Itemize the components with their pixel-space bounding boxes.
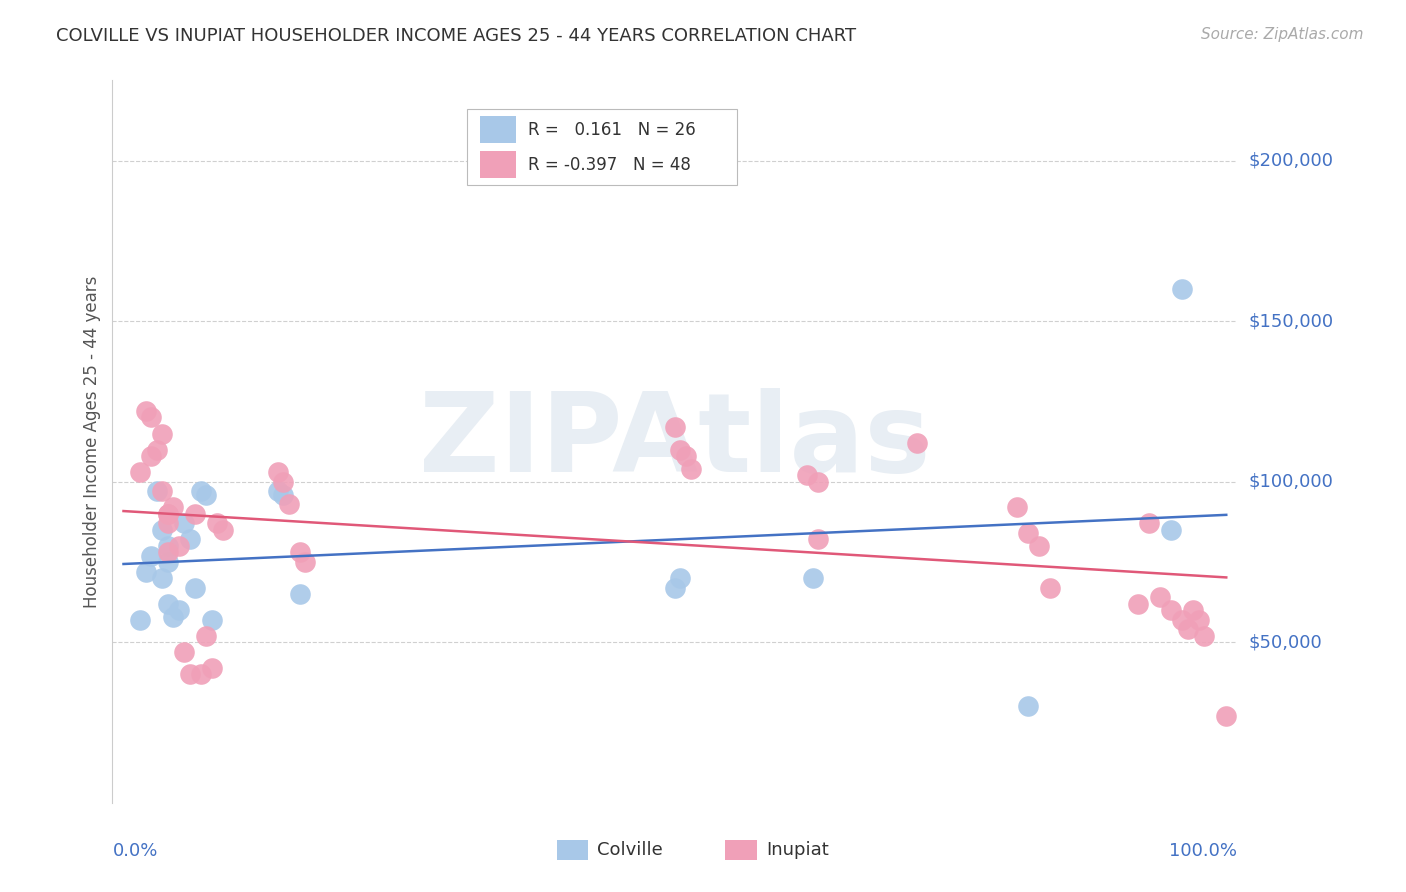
Y-axis label: Householder Income Ages 25 - 44 years: Householder Income Ages 25 - 44 years bbox=[83, 276, 101, 607]
Point bbox=[1192, 629, 1215, 643]
Point bbox=[150, 484, 173, 499]
Point bbox=[162, 500, 184, 515]
Point bbox=[150, 571, 173, 585]
Point bbox=[273, 475, 295, 489]
Point bbox=[681, 462, 703, 476]
Point bbox=[156, 545, 179, 559]
Point bbox=[173, 516, 195, 531]
Point bbox=[1017, 699, 1039, 714]
Point bbox=[156, 507, 179, 521]
Point bbox=[129, 465, 152, 479]
Point bbox=[156, 597, 179, 611]
Bar bbox=[467, 109, 737, 185]
Point bbox=[179, 533, 201, 547]
Point bbox=[669, 571, 692, 585]
Bar bbox=[557, 839, 588, 860]
Point bbox=[173, 645, 195, 659]
Point bbox=[277, 497, 299, 511]
Point bbox=[1137, 516, 1160, 531]
Bar bbox=[481, 151, 516, 178]
Point bbox=[139, 449, 162, 463]
Point bbox=[1177, 623, 1199, 637]
Point bbox=[145, 484, 167, 499]
Point bbox=[1215, 709, 1237, 723]
Point bbox=[807, 533, 830, 547]
Point bbox=[1039, 581, 1062, 595]
Text: Source: ZipAtlas.com: Source: ZipAtlas.com bbox=[1201, 27, 1364, 42]
Point bbox=[129, 613, 152, 627]
Point bbox=[1182, 603, 1205, 617]
Point bbox=[156, 539, 179, 553]
Point bbox=[139, 549, 162, 563]
Point bbox=[145, 442, 167, 457]
Point bbox=[150, 426, 173, 441]
Point bbox=[1005, 500, 1028, 515]
Bar bbox=[481, 116, 516, 144]
Point bbox=[195, 487, 218, 501]
Point bbox=[135, 404, 157, 418]
Text: $200,000: $200,000 bbox=[1249, 152, 1333, 169]
Point bbox=[207, 516, 229, 531]
Point bbox=[201, 661, 224, 675]
Text: $50,000: $50,000 bbox=[1249, 633, 1322, 651]
Point bbox=[211, 523, 233, 537]
Point bbox=[664, 581, 686, 595]
Point bbox=[179, 667, 201, 681]
Point bbox=[156, 555, 179, 569]
Point bbox=[664, 420, 686, 434]
Point bbox=[156, 516, 179, 531]
Point bbox=[675, 449, 697, 463]
Point bbox=[1160, 603, 1182, 617]
Point bbox=[1017, 526, 1039, 541]
Point bbox=[162, 609, 184, 624]
Text: Colville: Colville bbox=[598, 841, 664, 859]
Point bbox=[201, 613, 224, 627]
Bar bbox=[725, 839, 756, 860]
Text: 0.0%: 0.0% bbox=[112, 842, 157, 860]
Point bbox=[1028, 539, 1050, 553]
Text: R =   0.161   N = 26: R = 0.161 N = 26 bbox=[527, 120, 696, 138]
Point bbox=[801, 571, 824, 585]
Point bbox=[190, 667, 212, 681]
Point bbox=[135, 565, 157, 579]
Point bbox=[184, 581, 207, 595]
Text: COLVILLE VS INUPIAT HOUSEHOLDER INCOME AGES 25 - 44 YEARS CORRELATION CHART: COLVILLE VS INUPIAT HOUSEHOLDER INCOME A… bbox=[56, 27, 856, 45]
Point bbox=[1126, 597, 1149, 611]
Point bbox=[150, 523, 173, 537]
Point bbox=[156, 507, 179, 521]
Point bbox=[294, 555, 316, 569]
Point bbox=[273, 487, 295, 501]
Point bbox=[1149, 591, 1171, 605]
Point bbox=[167, 539, 190, 553]
Point bbox=[1188, 613, 1211, 627]
Text: Inupiat: Inupiat bbox=[766, 841, 828, 859]
Point bbox=[267, 465, 290, 479]
Point bbox=[1160, 523, 1182, 537]
Text: ZIPAtlas: ZIPAtlas bbox=[419, 388, 931, 495]
Text: $150,000: $150,000 bbox=[1249, 312, 1333, 330]
Point bbox=[669, 442, 692, 457]
Point bbox=[195, 629, 218, 643]
Point bbox=[167, 603, 190, 617]
Point bbox=[1171, 282, 1194, 296]
Point bbox=[288, 587, 311, 601]
Point bbox=[807, 475, 830, 489]
Point bbox=[184, 507, 207, 521]
Point bbox=[796, 468, 818, 483]
Point bbox=[288, 545, 311, 559]
Text: 100.0%: 100.0% bbox=[1170, 842, 1237, 860]
Point bbox=[190, 484, 212, 499]
Point bbox=[267, 484, 290, 499]
Point bbox=[139, 410, 162, 425]
Point bbox=[1171, 613, 1194, 627]
Text: $100,000: $100,000 bbox=[1249, 473, 1333, 491]
Text: R = -0.397   N = 48: R = -0.397 N = 48 bbox=[527, 155, 690, 174]
Point bbox=[907, 436, 929, 450]
